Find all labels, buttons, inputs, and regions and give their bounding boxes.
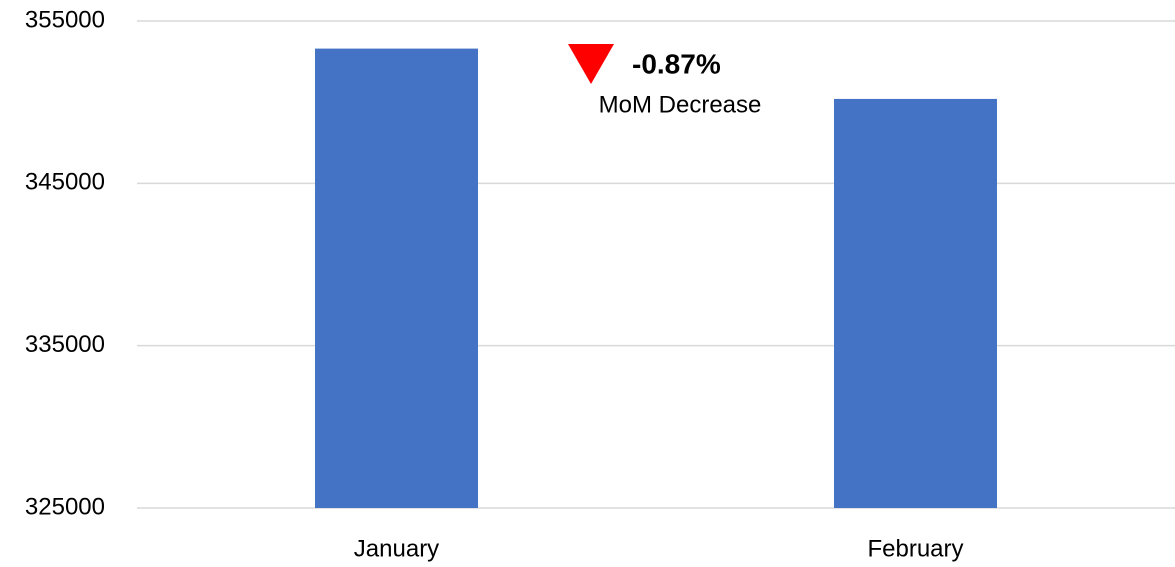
- y-tick-label: 325000: [25, 493, 105, 520]
- y-tick-label: 345000: [25, 169, 105, 196]
- y-tick-label: 335000: [25, 331, 105, 358]
- bar: [834, 98, 997, 509]
- y-tick-label: 355000: [25, 6, 105, 33]
- x-tick-label: February: [867, 535, 963, 562]
- change-percent: -0.87%: [632, 48, 721, 79]
- change-caption: MoM Decrease: [599, 91, 762, 118]
- decrease-arrow: [568, 44, 614, 84]
- bar: [315, 48, 478, 508]
- x-tick-label: January: [354, 535, 439, 562]
